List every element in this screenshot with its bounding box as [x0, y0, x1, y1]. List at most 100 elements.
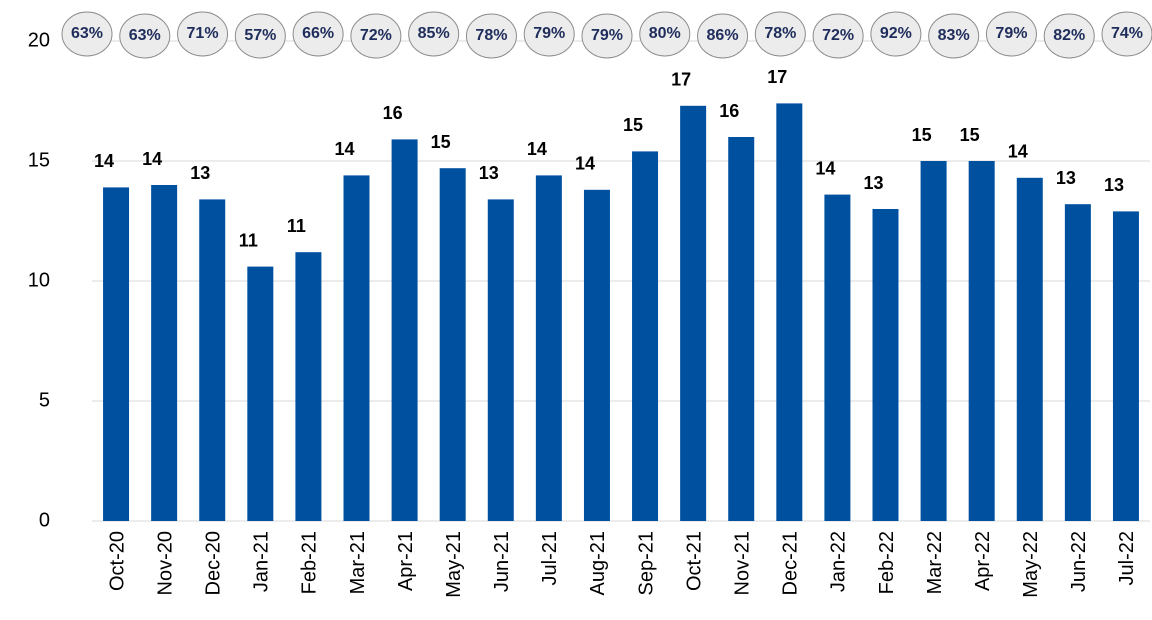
x-tick-label: Jun-22 — [1068, 531, 1090, 592]
x-tick-label: Feb-22 — [876, 531, 898, 594]
x-tick-label: Jul-21 — [539, 531, 561, 585]
percent-label: 82% — [1053, 27, 1085, 44]
percent-bubble — [465, 13, 517, 59]
value-label: 14 — [527, 139, 547, 159]
bar — [487, 199, 514, 521]
bar — [680, 105, 707, 522]
percent-label: 78% — [475, 27, 507, 44]
value-label: 14 — [94, 151, 114, 171]
percent-label: 79% — [591, 27, 623, 44]
value-label: 16 — [719, 101, 739, 121]
percent-label: 72% — [360, 27, 392, 44]
x-tick-label: Oct-20 — [106, 531, 128, 591]
x-tick-label: Jan-22 — [828, 531, 850, 592]
x-tick-label: Apr-21 — [395, 531, 417, 591]
percent-label: 80% — [649, 25, 681, 42]
bar — [439, 168, 466, 521]
percent-label: 63% — [71, 25, 103, 42]
percent-label: 57% — [244, 27, 276, 44]
bar — [776, 103, 803, 522]
percent-label: 78% — [764, 25, 796, 42]
x-tick-label: Nov-20 — [154, 531, 176, 595]
bar — [247, 266, 274, 521]
percent-bubble — [697, 13, 749, 59]
x-tick-label: Jul-22 — [1116, 531, 1138, 585]
value-label: 13 — [863, 173, 883, 193]
percent-bubble — [234, 13, 286, 59]
x-tick-label: May-22 — [1020, 531, 1042, 598]
x-tick-label: May-21 — [443, 531, 465, 598]
percent-bubble — [350, 13, 402, 59]
value-label: 14 — [575, 154, 595, 174]
bar — [535, 175, 562, 521]
percent-label: 83% — [938, 27, 970, 44]
percent-label: 86% — [707, 27, 739, 44]
percent-bubble — [1043, 13, 1095, 59]
x-tick-label: Jun-21 — [491, 531, 513, 592]
value-label: 13 — [479, 163, 499, 183]
x-tick-label: Aug-21 — [587, 531, 609, 596]
value-label: 15 — [912, 125, 932, 145]
percent-bubble — [754, 11, 806, 57]
value-label: 13 — [1056, 168, 1076, 188]
value-label: 17 — [767, 67, 787, 87]
value-label: 14 — [1008, 142, 1028, 162]
value-label: 14 — [142, 149, 162, 169]
percent-bubble — [870, 11, 922, 57]
value-label: 16 — [383, 103, 403, 123]
percent-bubble — [292, 11, 344, 57]
y-tick-label: 0 — [39, 509, 50, 531]
percent-label: 79% — [995, 25, 1027, 42]
bar — [1064, 204, 1091, 521]
x-tick-label: Feb-21 — [299, 531, 321, 594]
percent-bubble — [812, 13, 864, 59]
percent-label: 63% — [129, 27, 161, 44]
percent-bubble — [581, 13, 633, 59]
percent-label: 72% — [822, 27, 854, 44]
bar — [1112, 211, 1139, 521]
value-label: 11 — [287, 216, 306, 236]
value-label: 15 — [431, 132, 451, 152]
bar — [728, 137, 755, 521]
bar — [872, 209, 899, 521]
percent-bubble — [928, 13, 980, 59]
percent-label: 71% — [187, 25, 219, 42]
value-label: 13 — [1104, 175, 1124, 195]
y-tick-label: 5 — [39, 389, 50, 411]
bar — [151, 185, 178, 521]
x-tick-label: Jan-21 — [251, 531, 273, 592]
x-tick-label: Nov-21 — [732, 531, 754, 595]
x-tick-label: Apr-22 — [972, 531, 994, 591]
value-label: 14 — [815, 158, 835, 178]
percent-bubble — [523, 11, 575, 57]
bar — [1016, 177, 1043, 522]
percent-bubble — [61, 11, 113, 57]
percent-bubble — [119, 13, 171, 59]
x-tick-label: Oct-21 — [683, 531, 705, 591]
percent-bubble — [1101, 11, 1152, 57]
value-label: 14 — [334, 139, 354, 159]
bar — [103, 187, 130, 521]
bar — [391, 139, 418, 521]
x-tick-label: Mar-21 — [347, 531, 369, 594]
y-tick-label: 15 — [28, 149, 50, 171]
bar — [583, 189, 610, 522]
bar — [824, 194, 851, 521]
bar — [632, 151, 659, 521]
percent-label: 66% — [302, 25, 334, 42]
value-label: 13 — [190, 163, 210, 183]
x-tick-label: Mar-22 — [924, 531, 946, 594]
value-label: 11 — [239, 230, 258, 250]
value-label: 15 — [623, 115, 643, 135]
x-tick-label: Dec-20 — [203, 531, 225, 595]
bar — [920, 161, 947, 521]
value-label: 17 — [671, 70, 691, 90]
y-tick-label: 10 — [28, 269, 50, 291]
value-label: 15 — [960, 125, 980, 145]
percent-bubble — [177, 11, 229, 57]
percent-bubble — [408, 11, 460, 57]
bar — [199, 199, 226, 521]
percent-label: 79% — [533, 25, 565, 42]
percent-bubble — [639, 11, 691, 57]
